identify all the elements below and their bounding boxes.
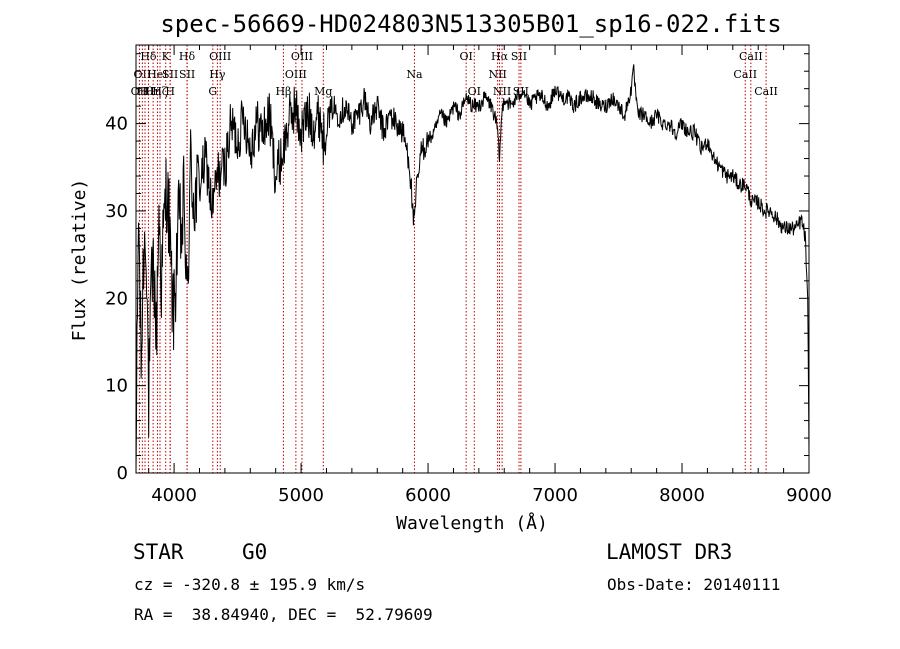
y-tick-label: 20 xyxy=(105,288,128,309)
redshift-cz: cz = -320.8 ± 195.9 km/s xyxy=(134,575,366,594)
x-tick-label: 6000 xyxy=(405,485,451,506)
flux-series xyxy=(135,64,810,474)
y-tick-label: 40 xyxy=(105,114,128,135)
marker-label: OI xyxy=(468,85,481,98)
marker-label: CaII xyxy=(739,50,763,63)
object-subclass: G0 xyxy=(242,540,268,564)
marker-label: Mg xyxy=(314,85,332,98)
marker-label: Hα xyxy=(491,50,509,63)
y-tick-label: 30 xyxy=(105,201,128,222)
marker-label: Hζ xyxy=(152,85,168,98)
marker-label: OII xyxy=(131,85,149,98)
flux-line xyxy=(135,64,810,474)
x-tick-label: 8000 xyxy=(659,485,705,506)
marker-label: Hδ xyxy=(140,50,157,63)
marker-label: SII xyxy=(162,68,178,81)
y-tick-label: 0 xyxy=(117,463,128,484)
marker-label: K xyxy=(162,50,171,63)
x-axis-label: Wavelength (Å) xyxy=(396,512,548,534)
y-axis-label: Flux (relative) xyxy=(69,179,90,342)
coordinates: RA = 38.84940, DEC = 52.79609 xyxy=(134,605,433,624)
x-tick-label: 7000 xyxy=(532,485,578,506)
marker-label: Na xyxy=(406,68,423,81)
x-tick-label: 4000 xyxy=(151,485,197,506)
marker-label: OIII xyxy=(291,50,313,63)
marker-label: G xyxy=(208,85,217,98)
object-class: STAR xyxy=(133,540,184,564)
marker-label: OI xyxy=(459,50,472,63)
y-tick-label: 10 xyxy=(105,376,128,397)
chart-title: spec-56669-HD024803N513305B01_sp16-022.f… xyxy=(160,10,781,38)
marker-label: CaII xyxy=(733,68,757,81)
marker-label: CaII xyxy=(754,85,778,98)
x-axis: 4000 5000 6000 7000 8000 9000 xyxy=(148,45,832,506)
marker-label: OIII xyxy=(209,50,231,63)
y-axis: 0 10 20 30 40 xyxy=(105,53,809,484)
plot-frame xyxy=(135,44,810,474)
emission-line-markers: OIIOIIHθHδHηHeIHζKHSIIHδSIIGHγOIIIHβOIII… xyxy=(131,45,778,473)
marker-label: HeI xyxy=(147,68,167,81)
x-tick-label: 9000 xyxy=(786,485,832,506)
marker-label: OIII xyxy=(285,68,307,81)
marker-label: NII xyxy=(493,85,511,98)
marker-label: Hβ xyxy=(275,85,291,98)
marker-label: SII xyxy=(179,68,195,81)
x-tick-label: 5000 xyxy=(278,485,324,506)
survey-name: LAMOST DR3 xyxy=(606,540,733,564)
marker-label: Hγ xyxy=(209,68,226,81)
marker-label: Hθ xyxy=(137,85,154,98)
observation-date: Obs-Date: 20140111 xyxy=(607,575,781,594)
marker-label: SII xyxy=(511,50,527,63)
marker-label: NII xyxy=(488,68,506,81)
